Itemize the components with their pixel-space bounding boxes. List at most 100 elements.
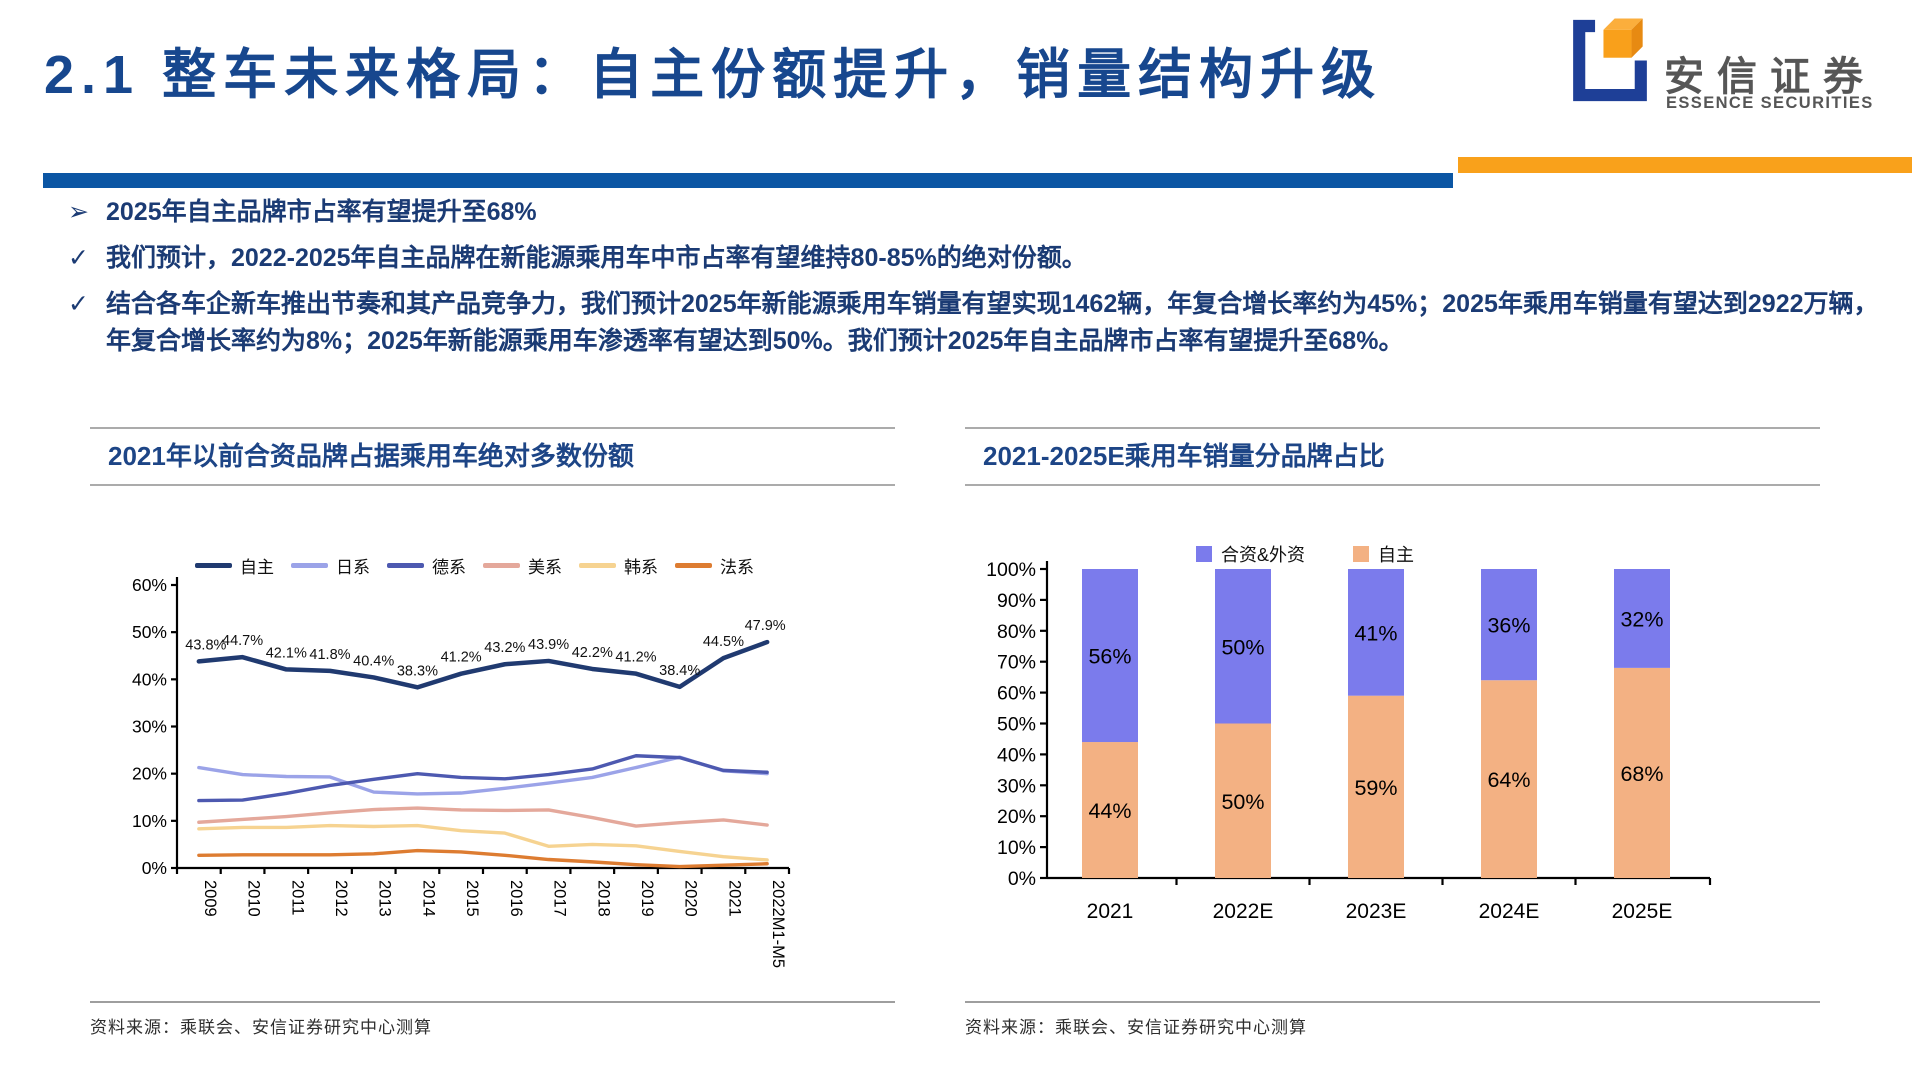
bullet-item: ✓ 我们预计，2022-2025年自主品牌在新能源乘用车中市占率有望维持80-8… bbox=[66, 240, 1881, 277]
bar-segment- bbox=[1215, 569, 1271, 724]
bar-segment-label: 41% bbox=[1354, 621, 1397, 645]
y-tick-label: 20% bbox=[997, 806, 1036, 828]
x-tick-label: 2014 bbox=[419, 880, 437, 917]
left-chart-title: 2021年以前合资品牌占据乘用车绝对多数份额 bbox=[90, 427, 895, 486]
bar-segment- bbox=[1348, 569, 1404, 696]
data-point-label: 43.2% bbox=[484, 640, 525, 656]
y-tick-label: 10% bbox=[132, 811, 167, 831]
right-chart-title: 2021-2025E乘用车销量分品牌占比 bbox=[965, 427, 1820, 486]
left-source-note: 资料来源：乘联会、安信证券研究中心测算 bbox=[90, 1001, 895, 1038]
y-tick-label: 90% bbox=[997, 590, 1036, 612]
y-tick-label: 0% bbox=[1008, 868, 1036, 890]
market-share-line-chart: 0% 10% 20% 30% 40% 50% 60% 2009 2010 2011 2012 2013… bbox=[132, 575, 791, 968]
data-point-label: 43.9% bbox=[528, 637, 569, 653]
legend-item-4: 韩系 bbox=[579, 553, 658, 578]
y-tick-label: 30% bbox=[997, 775, 1036, 797]
x-category-label: 2022E bbox=[1213, 900, 1274, 923]
series-line-4 bbox=[197, 823, 769, 862]
y-tick-label: 40% bbox=[132, 669, 167, 689]
arrow-bullet-icon: ➢ bbox=[68, 198, 89, 226]
legend-line-swatch bbox=[579, 563, 616, 568]
legend-item-3: 美系 bbox=[483, 553, 562, 578]
legend-label: 法系 bbox=[720, 558, 754, 577]
bar-segment- bbox=[1614, 569, 1670, 668]
bar-segment-label: 44% bbox=[1088, 799, 1131, 823]
right-source-note: 资料来源：乘联会、安信证券研究中心测算 bbox=[965, 1001, 1820, 1038]
x-tick-label: 2011 bbox=[288, 880, 306, 915]
series-line-1 bbox=[197, 755, 769, 796]
data-point-label: 38.3% bbox=[397, 663, 438, 679]
bar-chart-legend: 合资&外资 自主 bbox=[1196, 541, 1414, 567]
logo-cn-text: 安信证券 bbox=[1664, 55, 1876, 99]
x-tick-label: 2010 bbox=[245, 880, 263, 917]
legend-label: 自主 bbox=[240, 558, 274, 577]
y-tick-label: 10% bbox=[997, 837, 1036, 859]
legend-item-2: 德系 bbox=[387, 553, 466, 578]
bar-segment-label: 68% bbox=[1620, 762, 1663, 786]
header-blue-bar bbox=[43, 173, 1453, 188]
brand-share-stacked-bar-chart: 0% 10% 20% 30% 40% 50% 60% 70% 80% 90% 100% 44% 56% 2… bbox=[986, 559, 1712, 923]
series-line-0 bbox=[196, 639, 770, 690]
bar-segment-label: 59% bbox=[1354, 776, 1397, 800]
x-tick-label: 2020 bbox=[682, 880, 700, 917]
line-chart-legend: 自主 日系 德系 美系 韩系 法系 bbox=[195, 553, 754, 578]
data-point-label: 40.4% bbox=[353, 653, 394, 669]
bullet-text: 2025年自主品牌市占率有望提升至68% bbox=[106, 198, 537, 226]
legend-square-swatch bbox=[1353, 546, 1370, 562]
data-point-label: 38.4% bbox=[659, 663, 700, 679]
y-tick-label: 20% bbox=[132, 764, 167, 784]
bar-segment- bbox=[1481, 680, 1537, 878]
bar-segment-label: 50% bbox=[1221, 790, 1264, 814]
bar-segment- bbox=[1082, 569, 1138, 743]
y-tick-label: 30% bbox=[132, 717, 167, 737]
legend-label: 美系 bbox=[528, 558, 562, 577]
data-point-label: 41.2% bbox=[615, 650, 656, 666]
y-tick-label: 100% bbox=[986, 559, 1036, 581]
series-line-2 bbox=[197, 754, 769, 803]
bar-segment- bbox=[1348, 695, 1404, 878]
logo-en-text: ESSENCE SECURITIES bbox=[1666, 94, 1874, 112]
x-tick-label: 2015 bbox=[463, 880, 481, 917]
legend-line-swatch bbox=[195, 563, 232, 568]
x-category-label: 2024E bbox=[1479, 900, 1540, 923]
bullet-text: 结合各车企新车推出节奏和其产品竞争力，我们预计2025年新能源乘用车销量有望实现… bbox=[106, 290, 1879, 355]
legend-label: 日系 bbox=[336, 558, 370, 577]
data-point-label: 44.7% bbox=[222, 633, 263, 649]
y-tick-label: 80% bbox=[997, 621, 1036, 643]
y-tick-label: 60% bbox=[997, 683, 1036, 705]
legend-line-swatch bbox=[387, 563, 424, 568]
y-tick-label: 0% bbox=[142, 858, 167, 878]
bullet-item: ✓ 结合各车企新车推出节奏和其产品竞争力，我们预计2025年新能源乘用车销量有望… bbox=[66, 286, 1881, 360]
legend-line-swatch bbox=[483, 563, 520, 568]
page-title: 2.1 整车未来格局：自主份额提升，销量结构升级 bbox=[44, 45, 1383, 105]
data-point-label: 47.9% bbox=[745, 618, 786, 634]
bullet-text: 我们预计，2022-2025年自主品牌在新能源乘用车中市占率有望维持80-85%… bbox=[106, 244, 1087, 272]
data-point-label: 43.8% bbox=[185, 637, 226, 653]
legend-item-0: 自主 bbox=[195, 553, 274, 578]
legend-label: 自主 bbox=[1378, 545, 1415, 565]
x-category-label: 2021 bbox=[1087, 900, 1134, 923]
bullet-item: ➢ 2025年自主品牌市占率有望提升至68% bbox=[66, 194, 1881, 231]
y-tick-label: 50% bbox=[132, 622, 167, 642]
data-point-label: 42.2% bbox=[572, 645, 613, 661]
x-tick-label: 2016 bbox=[507, 880, 525, 917]
legend-item-5: 法系 bbox=[675, 553, 754, 578]
bar-segment-label: 50% bbox=[1221, 635, 1264, 659]
check-bullet-icon: ✓ bbox=[68, 290, 89, 318]
legend-line-swatch bbox=[675, 563, 712, 568]
data-point-label: 42.1% bbox=[266, 645, 307, 661]
legend-label: 韩系 bbox=[624, 558, 658, 577]
y-tick-label: 70% bbox=[997, 652, 1036, 674]
legend-item-1: 自主 bbox=[1353, 541, 1414, 567]
y-tick-label: 40% bbox=[997, 744, 1036, 766]
x-tick-label: 2019 bbox=[638, 880, 656, 917]
legend-item-1: 日系 bbox=[291, 553, 370, 578]
data-point-label: 41.2% bbox=[441, 650, 482, 666]
x-tick-label: 2018 bbox=[594, 880, 612, 917]
data-point-label: 44.5% bbox=[703, 634, 744, 650]
bar-segment- bbox=[1215, 723, 1271, 878]
bar-segment-label: 64% bbox=[1487, 768, 1530, 792]
bar-segment-label: 32% bbox=[1620, 607, 1663, 631]
x-category-label: 2023E bbox=[1346, 900, 1407, 923]
x-tick-label: 2017 bbox=[551, 880, 569, 917]
